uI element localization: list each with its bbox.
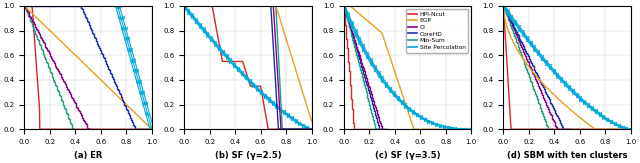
X-axis label: (d) SBM with ten clusters: (d) SBM with ten clusters: [507, 150, 627, 160]
X-axis label: (b) SF (γ=2.5): (b) SF (γ=2.5): [214, 150, 281, 160]
Legend: HPI-Ncut, EGP, CI, CoreHD, Min-Sum, Site Percolation: HPI-Ncut, EGP, CI, CoreHD, Min-Sum, Site…: [406, 9, 468, 52]
X-axis label: (c) SF (γ=3.5): (c) SF (γ=3.5): [375, 150, 440, 160]
X-axis label: (a) ER: (a) ER: [74, 150, 102, 160]
